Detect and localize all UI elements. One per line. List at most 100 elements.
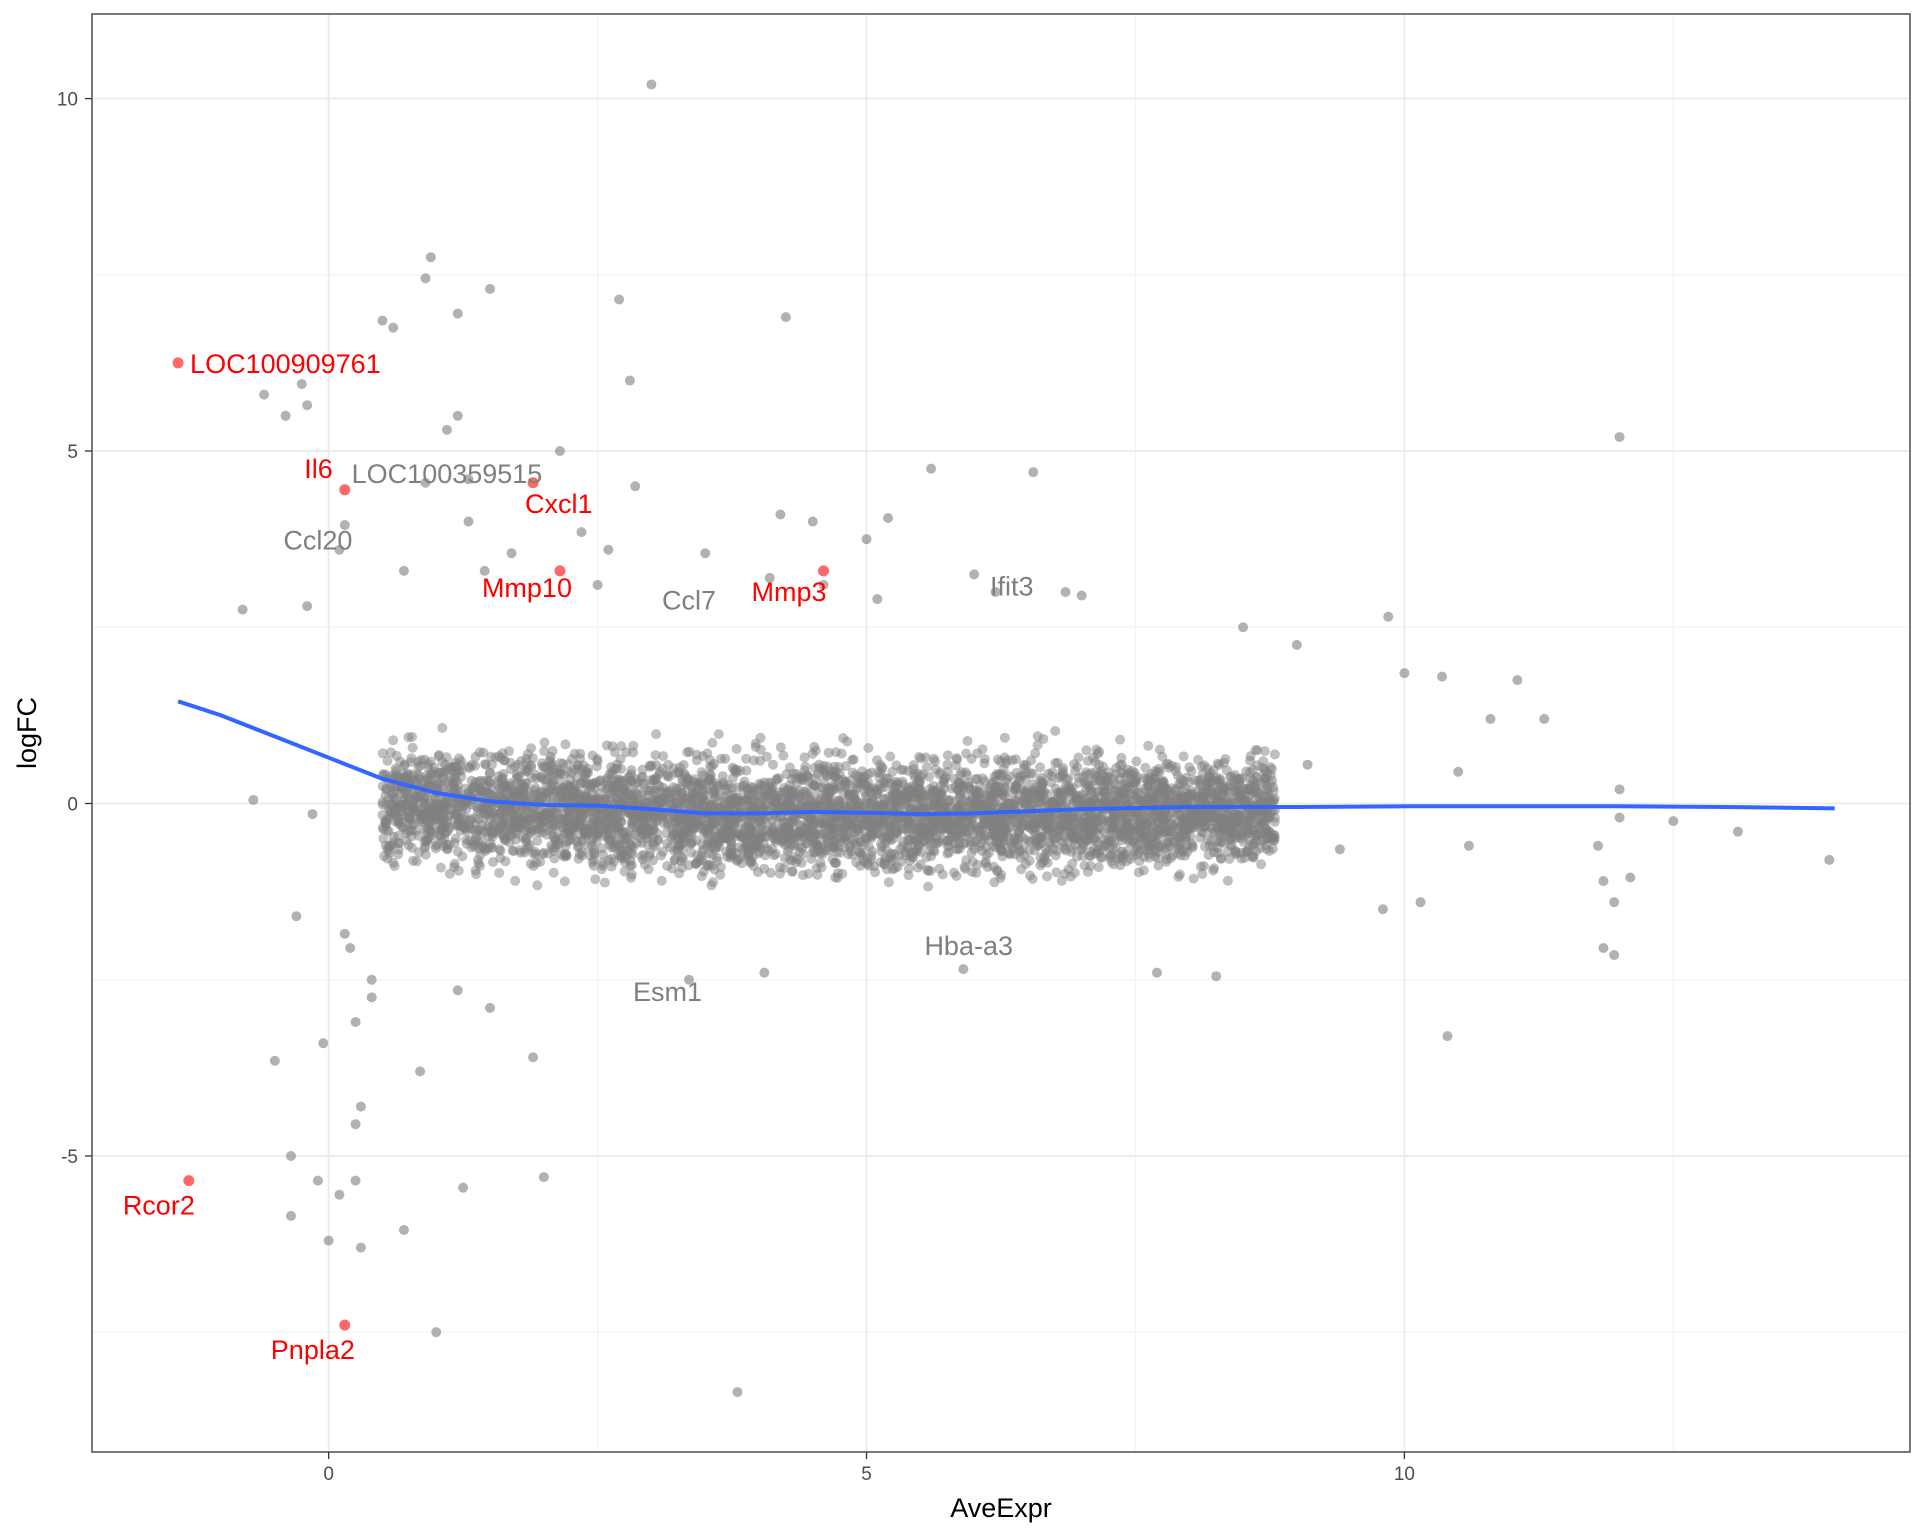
data-point — [1051, 867, 1062, 878]
data-point — [637, 819, 648, 830]
data-point — [716, 753, 726, 764]
data-point — [1195, 832, 1206, 843]
data-point — [479, 826, 490, 837]
data-point — [705, 821, 716, 832]
data-point — [400, 799, 411, 810]
data-point — [713, 729, 724, 740]
data-point — [951, 871, 962, 881]
data-point — [655, 766, 666, 777]
data-point — [685, 838, 696, 849]
data-point — [852, 797, 863, 808]
data-point — [1002, 830, 1013, 841]
data-point — [855, 773, 866, 784]
data-point — [559, 876, 570, 887]
data-point — [1151, 825, 1162, 836]
data-point — [1248, 807, 1259, 818]
data-point — [1136, 833, 1147, 844]
data-point — [775, 862, 785, 873]
data-point — [679, 801, 690, 812]
data-point — [854, 836, 865, 847]
data-point — [1097, 817, 1108, 828]
data-point — [385, 747, 396, 758]
grid-major — [92, 14, 1910, 1452]
data-point — [470, 760, 481, 771]
data-point — [1222, 846, 1233, 857]
data-point — [1035, 852, 1046, 863]
data-point — [540, 763, 551, 774]
data-point — [1161, 783, 1172, 794]
data-point — [842, 736, 853, 747]
data-point — [445, 762, 456, 772]
data-point — [519, 847, 530, 858]
data-point — [403, 732, 414, 743]
data-point — [742, 833, 753, 844]
data-point — [925, 819, 936, 830]
data-point — [588, 812, 599, 823]
data-point — [1069, 759, 1080, 770]
data-point — [1161, 854, 1172, 865]
data-point — [472, 806, 483, 817]
data-point — [755, 732, 766, 743]
data-point — [799, 786, 810, 797]
data-point — [480, 843, 491, 854]
data-point — [1106, 823, 1117, 834]
data-point — [647, 819, 658, 830]
data-point — [656, 875, 667, 886]
data-point — [809, 741, 820, 752]
data-point — [1030, 748, 1041, 759]
data-point — [962, 735, 973, 746]
data-point — [755, 799, 766, 810]
data-point — [473, 858, 484, 869]
data-point — [530, 849, 541, 860]
data-point — [991, 838, 1002, 849]
data-point — [863, 743, 874, 753]
data-point — [1157, 751, 1168, 762]
data-point — [896, 856, 907, 867]
data-point — [983, 848, 994, 858]
data-point — [653, 835, 664, 845]
data-point — [972, 859, 983, 870]
data-point — [575, 748, 586, 759]
data-point — [951, 760, 961, 771]
data-point — [437, 722, 448, 733]
data-point — [590, 874, 601, 885]
data-point — [532, 880, 543, 891]
data-point — [393, 813, 404, 824]
data-point — [816, 862, 827, 873]
data-point — [844, 841, 855, 852]
data-point — [785, 762, 795, 773]
data-point — [419, 754, 430, 765]
data-point — [1236, 830, 1247, 841]
data-point — [863, 831, 874, 842]
data-point — [541, 775, 552, 785]
data-point — [1052, 757, 1063, 768]
data-point — [768, 759, 778, 770]
data-point — [1133, 867, 1144, 878]
data-point — [718, 832, 729, 843]
data-point — [921, 852, 932, 863]
data-point — [883, 877, 894, 888]
data-point — [837, 868, 848, 879]
data-point — [640, 859, 650, 870]
data-point — [1243, 817, 1254, 827]
data-point — [734, 853, 745, 864]
data-point — [638, 830, 649, 841]
data-point — [616, 817, 627, 827]
data-point — [813, 821, 824, 832]
data-point — [626, 769, 637, 780]
data-point — [1171, 793, 1182, 804]
data-point — [650, 750, 661, 761]
data-point — [787, 866, 798, 877]
data-point — [494, 867, 505, 878]
data-point — [1007, 788, 1018, 799]
data-point — [525, 828, 536, 839]
data-point — [406, 831, 417, 842]
data-point — [769, 850, 779, 861]
data-point — [852, 782, 862, 793]
data-point — [1178, 785, 1189, 796]
data-point — [485, 767, 495, 778]
data-point — [716, 815, 727, 826]
data-point — [1011, 767, 1022, 778]
data-point — [603, 780, 614, 791]
data-point — [1121, 782, 1132, 793]
